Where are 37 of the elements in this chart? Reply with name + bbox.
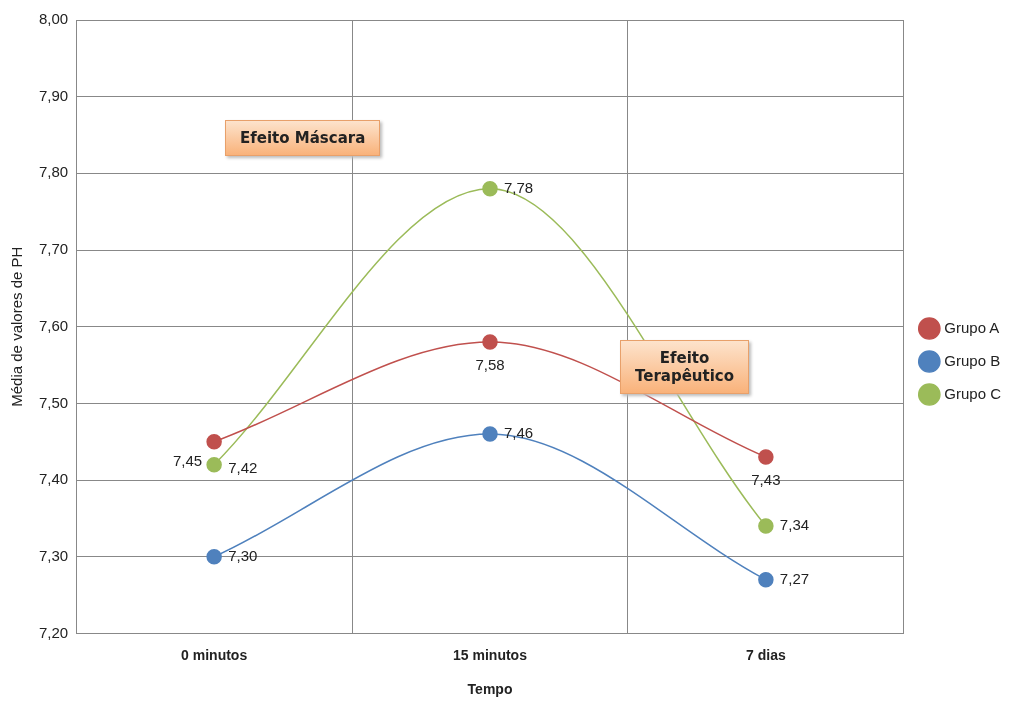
y-tick-label: 7,90: [38, 86, 69, 104]
point: [482, 334, 498, 350]
point: [206, 433, 222, 450]
point: [758, 518, 774, 534]
x-tick-label: 0 minutos: [181, 646, 248, 663]
point: [758, 571, 774, 588]
y-tick-label: 8,00: [38, 10, 69, 28]
annotation: Efeito Máscara: [225, 120, 381, 156]
data-label: 7,46: [504, 424, 534, 442]
data-label: 7,30: [228, 546, 258, 564]
y-tick-label: 7,30: [38, 546, 69, 564]
x-axis-title: Tempo: [467, 681, 513, 698]
y-tick-label: 7,50: [38, 393, 69, 411]
y-tick-label: 7,40: [38, 470, 69, 488]
point: [206, 548, 222, 565]
point: [206, 456, 222, 473]
y-tick-label: 7,70: [38, 240, 69, 258]
legend-label: Grupo A: [944, 318, 1000, 336]
data-label: 7,43: [751, 471, 781, 489]
x-tick-label: 15 minutos: [453, 646, 528, 663]
point: [482, 426, 498, 442]
data-label: 7,78: [504, 178, 534, 196]
y-tick-label: 7,60: [38, 316, 69, 334]
data-label: 7,27: [779, 569, 810, 587]
legend-label: Grupo C: [944, 384, 1002, 402]
legend-label: Grupo B: [944, 351, 1001, 369]
data-label: 7,34: [779, 516, 810, 534]
annotation: Efeito Terapêutico: [620, 340, 750, 394]
data-label: 7,58: [475, 356, 505, 374]
point: [482, 180, 498, 197]
y-axis-title: Média de valores de PH: [8, 246, 26, 407]
x-tick-label: 7 dias: [746, 646, 786, 663]
data-label: 7,45: [172, 451, 203, 469]
point: [758, 449, 774, 465]
y-tick-label: 7,20: [38, 623, 69, 641]
y-tick-label: 7,80: [38, 163, 69, 181]
data-label: 7,42: [228, 458, 258, 476]
